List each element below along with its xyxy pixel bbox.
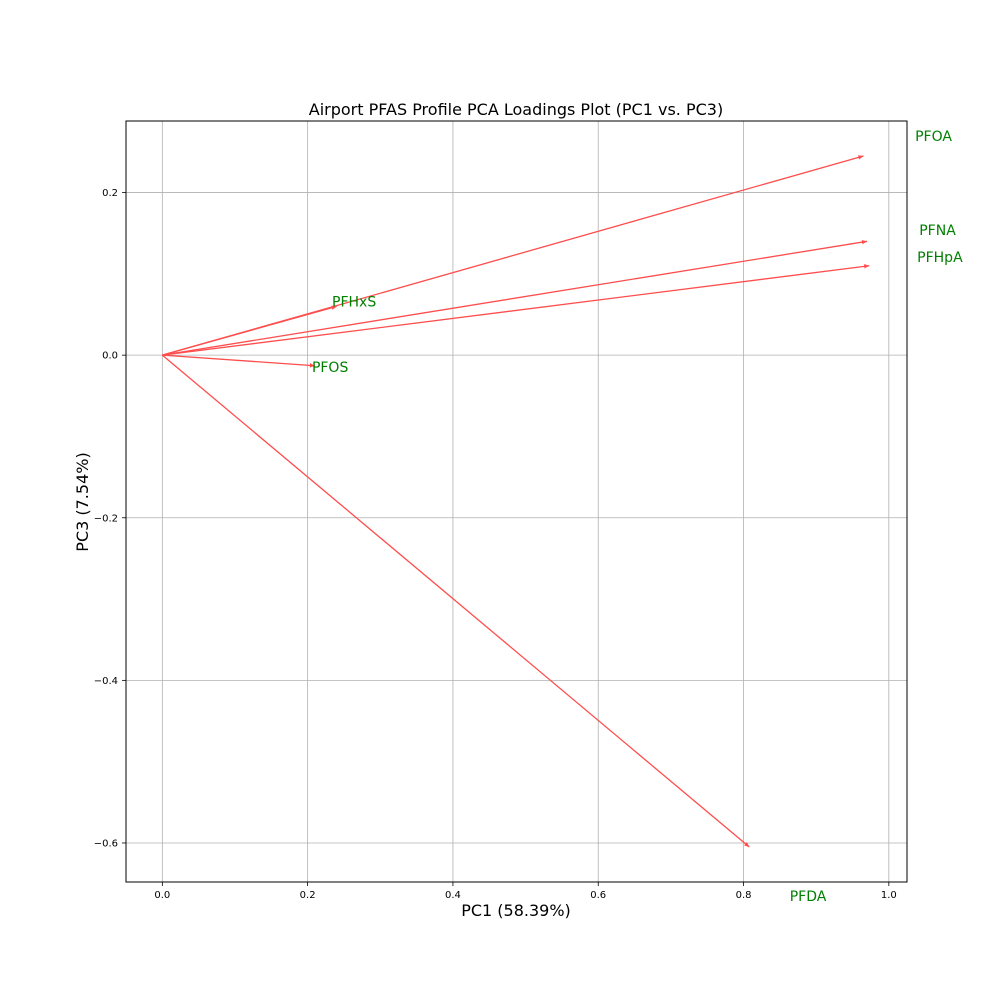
x-tick-label: 0.2 bbox=[300, 890, 316, 901]
x-tick-label: 0.0 bbox=[154, 890, 170, 901]
vector-label-pfna: PFNA bbox=[919, 223, 956, 239]
vector-label-pfhxs: PFHxS bbox=[332, 294, 376, 310]
x-tick-label: 0.8 bbox=[736, 890, 752, 901]
plot-frame bbox=[125, 120, 908, 883]
arrowhead-pfos bbox=[309, 363, 315, 368]
loading-arrow-pfna bbox=[162, 240, 868, 356]
chart-title: Airport PFAS Profile PCA Loadings Plot (… bbox=[309, 100, 723, 119]
vector-label-pfoa: PFOA bbox=[915, 129, 952, 145]
vector-label-pfhpa: PFHpA bbox=[917, 250, 963, 266]
x-tick-label: 0.6 bbox=[590, 890, 606, 901]
y-tick-label: −0.4 bbox=[94, 676, 118, 687]
arrowhead-pfoa bbox=[857, 155, 864, 160]
y-axis-label: PC3 (7.54%) bbox=[73, 452, 92, 551]
loading-arrow-pfos bbox=[162, 354, 315, 367]
y-tick-label: 0.0 bbox=[102, 351, 118, 362]
loading-arrow-pfda bbox=[161, 354, 750, 848]
vector-label-pfos: PFOS bbox=[312, 360, 349, 376]
arrowhead-pfda bbox=[744, 842, 750, 848]
axis-ticks: 0.0 0.2 0.4 0.6 0.8 1.0 −0.6 −0.4 −0.2 0.0 0.2 bbox=[94, 188, 897, 901]
loading-arrow-pfhxs bbox=[162, 305, 337, 356]
x-axis-label: PC1 (58.39%) bbox=[461, 901, 571, 920]
y-tick-label: −0.2 bbox=[94, 513, 118, 524]
vector-label-pfda: PFDA bbox=[790, 889, 827, 905]
y-tick-label: 0.2 bbox=[102, 188, 118, 199]
vector-labels: PFOA PFNA PFHpA PFHxS PFOS PFDA bbox=[312, 129, 963, 905]
grid bbox=[126, 121, 907, 882]
loading-vectors bbox=[161, 155, 870, 848]
x-tick-label: 0.4 bbox=[445, 890, 461, 901]
x-tick-label: 1.0 bbox=[881, 890, 897, 901]
arrowhead-pfhpa bbox=[863, 264, 870, 269]
loading-arrow-pfhpa bbox=[162, 265, 870, 356]
arrowhead-pfna bbox=[861, 239, 868, 245]
y-tick-label: −0.6 bbox=[94, 838, 118, 849]
arrowhead-pfhxs bbox=[331, 305, 337, 310]
